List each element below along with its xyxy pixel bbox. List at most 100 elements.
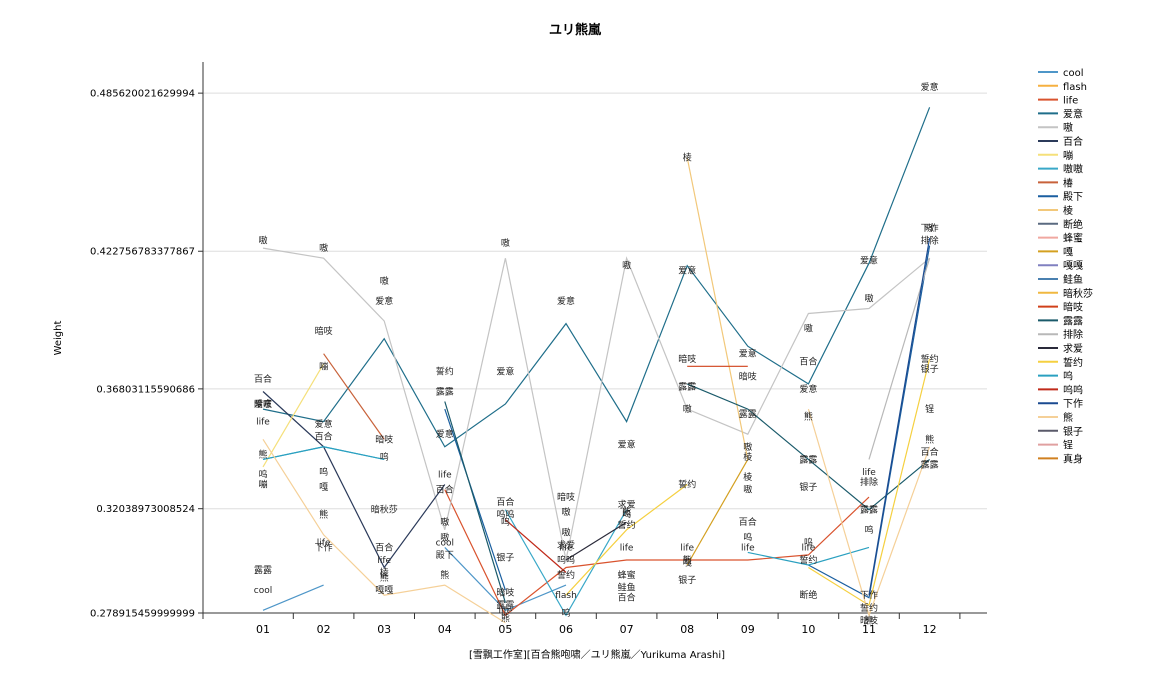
x-tick-label: 03 — [377, 623, 391, 636]
data-label: life — [377, 556, 391, 566]
data-label: 爱意 — [921, 81, 939, 93]
data-label: 银子 — [678, 574, 696, 586]
data-label: 断绝 — [799, 589, 817, 601]
data-label: 呜 — [258, 468, 267, 480]
data-label: 呜呜 — [496, 509, 514, 521]
data-label: 爱意 — [678, 265, 696, 277]
data-label: 呜 — [864, 524, 873, 536]
data-label: 熊 — [622, 506, 631, 518]
legend-label: 暗吱 — [1063, 301, 1083, 314]
x-tick-label: 08 — [680, 623, 694, 636]
legend-label: 锃 — [1063, 439, 1073, 452]
data-label: cool — [254, 586, 272, 596]
data-label: 嗷 — [622, 260, 631, 272]
data-label: 百合 — [496, 496, 514, 508]
legend: coolflashlife爱意嗷百合嘣嗷嗷椿殿下棱断绝蜂蜜嘎嘎嘎鲑鱼暗秋莎暗吱露… — [1038, 68, 1093, 465]
data-label: 蜂蜜 — [618, 569, 636, 581]
data-label: 嗷 — [440, 516, 449, 528]
data-label: 嗷 — [501, 237, 510, 249]
data-label: 棱 — [743, 471, 752, 483]
data-label: 誓约 — [557, 569, 575, 581]
data-label: 露露 — [799, 454, 817, 465]
data-label: 爱意 — [799, 383, 817, 395]
data-label: 嗷 — [440, 531, 449, 543]
data-label: 百合 — [315, 431, 333, 443]
data-label: 暗秋莎 — [371, 504, 398, 516]
data-label: 殿下 — [436, 550, 454, 561]
data-label: 爱意 — [739, 348, 757, 360]
data-label: 嘎 — [319, 482, 328, 493]
chart-title: ユリ熊嵐 — [549, 22, 602, 38]
annotations: 嗷嗷嗷爱意暗吱嘣百合暗吱爱意life熊呜嘣露露cool爱意百合呜嘎熊life下作… — [254, 81, 939, 626]
series-line-呜 — [262, 446, 870, 566]
legend-label: 嘎嘎 — [1063, 260, 1083, 272]
series-line-椿 — [323, 353, 385, 440]
data-label: 爱意 — [315, 418, 333, 430]
data-label: 嗷 — [864, 292, 873, 304]
legend-label: 爱意 — [1063, 107, 1083, 120]
series-line-露露 — [444, 383, 930, 603]
x-axis-label: [雪飘工作室][百合熊咆啸／ユリ熊嵐／Yurikuma Arashi] — [469, 648, 725, 661]
legend-label: flash — [1063, 82, 1087, 93]
data-label: life — [559, 543, 573, 553]
series-line-cool — [262, 546, 567, 612]
y-tick-label: 0.485620021629994 — [90, 89, 195, 100]
data-label: 嘎 — [683, 557, 692, 568]
data-label: 露露 — [921, 459, 939, 470]
legend-label: 呜呜 — [1063, 383, 1083, 396]
data-label: 熊 — [925, 433, 934, 445]
series-line-誓约 — [565, 358, 931, 607]
legend-label: 嗷嗷 — [1063, 163, 1083, 176]
data-label: 呜 — [380, 451, 389, 463]
data-label: 锃 — [925, 404, 934, 415]
data-label: 暗吱 — [739, 370, 757, 382]
data-label: 熊 — [440, 569, 449, 581]
legend-label: 嘣 — [1063, 150, 1073, 162]
legend-label: 求爱 — [1063, 342, 1083, 355]
data-label: 呜 — [501, 516, 510, 528]
data-label: 暗吱 — [375, 433, 393, 445]
legend-label: 嗷 — [1063, 121, 1073, 134]
axes — [202, 62, 987, 614]
data-label: 嗷 — [561, 506, 570, 518]
data-label: 暗吱 — [557, 491, 575, 503]
data-label: 爱意 — [254, 398, 272, 410]
data-label: 银子 — [921, 363, 939, 375]
data-label: 嗷 — [925, 222, 934, 234]
data-label: 百合 — [739, 516, 757, 528]
data-label: 棱 — [743, 451, 752, 463]
x-tick-label: 01 — [256, 623, 270, 636]
data-label: 百合 — [436, 484, 454, 496]
data-label: 求爱 — [618, 499, 636, 511]
x-tick-label: 12 — [923, 623, 937, 636]
data-label: 下作 — [315, 541, 333, 553]
series-line-life — [444, 489, 870, 617]
series-line-爱意 — [262, 107, 931, 448]
data-label: 誓约 — [436, 365, 454, 377]
data-label: 暗吱 — [496, 587, 514, 599]
series-line-熊 — [262, 408, 931, 624]
legend-label: 棱 — [1063, 204, 1073, 217]
data-label: 爱意 — [618, 438, 636, 450]
data-label: 熊 — [319, 509, 328, 521]
data-label: 嗷 — [743, 484, 752, 496]
data-label: life — [499, 606, 513, 616]
data-label: 嘎嘎 — [375, 585, 393, 596]
series-line-棱 — [686, 157, 749, 460]
legend-label: 熊 — [1063, 411, 1073, 424]
data-label: 呜 — [804, 536, 813, 548]
data-label: 露露 — [254, 565, 272, 576]
data-label: 熊 — [804, 411, 813, 423]
series-line-呜呜 — [505, 519, 567, 573]
series-line-嘣 — [262, 363, 325, 468]
legend-label: 暗秋莎 — [1063, 287, 1093, 300]
legend-label: 呜 — [1063, 370, 1073, 383]
data-label: 露露 — [678, 381, 696, 392]
legend-label: cool — [1063, 68, 1084, 79]
y-tick-label: 0.422756783377867 — [90, 247, 195, 258]
legend-label: 鲑鱼 — [1063, 273, 1083, 286]
data-label: 嗷 — [743, 441, 752, 453]
data-label: 熊 — [380, 572, 389, 584]
legend-label: 椿 — [1063, 176, 1073, 189]
data-label: 爱意 — [860, 255, 878, 267]
